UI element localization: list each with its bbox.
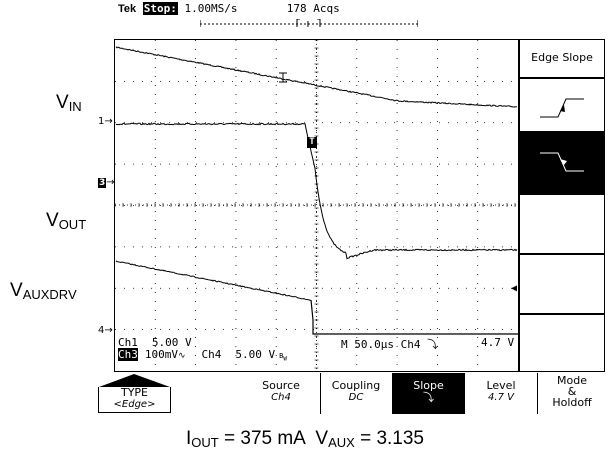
source-button[interactable]: Source Ch4 [262,379,300,404]
rising-edge-icon [540,98,584,118]
waveform-display[interactable]: T ◀ Ch1 5.00 V Ch3 100mV∿ Ch4 5.00 V BW M 50.… [114,39,519,372]
vin-label: VIN [56,92,82,114]
timebase-readout: M 50.0µs Ch4 ⤵ [341,338,439,351]
falling-slope-icon: ⤵ [427,338,439,351]
ch4-ground-marker[interactable]: 4→ [98,325,113,336]
side-menu-blank-3[interactable] [519,314,605,372]
ch1-readout: Ch1 5.00 V [118,336,192,349]
ch3-ground-marker[interactable]: 3→ [98,177,115,188]
vout-label: VOUT [46,210,87,232]
side-menu-blank-1[interactable] [519,194,605,254]
falling-edge-icon [540,152,584,172]
run-state-badge: Stop: [142,2,178,15]
type-selector-arrow-icon [99,374,170,387]
record-position-bar [200,19,418,27]
vauxdrv-trace [115,260,312,301]
bottom-menu: TYPE <Edge> Source Ch4 Coupling DC Slope… [97,373,607,414]
brand-label: Tek [118,3,137,15]
ch1-ground-marker[interactable]: 1→ [98,116,113,127]
vout-trace [115,122,305,126]
measurement-caption: IOUT = 375 mA VAUX = 3.135 [185,428,424,450]
vin-trace [115,46,518,108]
acquisition-count: 178 Acqs [286,2,340,15]
trigger-marker-icon: T [307,137,317,148]
sample-rate: 1.00MS/s [184,2,238,15]
type-button[interactable]: TYPE <Edge> [97,373,172,414]
slope-button[interactable]: Slope ⤵ [392,373,465,414]
graticule [115,40,518,371]
vauxdrv-label: VAUXDRV [10,280,77,302]
side-menu-title: Edge Slope [519,39,605,78]
coupling-button[interactable]: Coupling DC [331,379,381,404]
status-header: Tek Stop: 1.00MS/s 178 Acqs [118,2,340,18]
ch3-ch4-readout: Ch3 100mV∿ Ch4 5.00 V BW [118,348,287,363]
falling-edge-option[interactable] [519,132,605,194]
falling-slope-icon: ⤵ [423,391,434,404]
trigger-level-arrow-icon: ◀ [511,283,518,294]
side-menu: Edge Slope [519,39,605,372]
side-menu-blank-2[interactable] [519,254,605,314]
mode-holdoff-button[interactable]: Mode & Holdoff [552,374,592,409]
level-button[interactable]: Level 4.7 V [486,379,516,404]
trigger-level-readout: 4.7 V [481,336,515,349]
rising-edge-option[interactable] [519,78,605,132]
